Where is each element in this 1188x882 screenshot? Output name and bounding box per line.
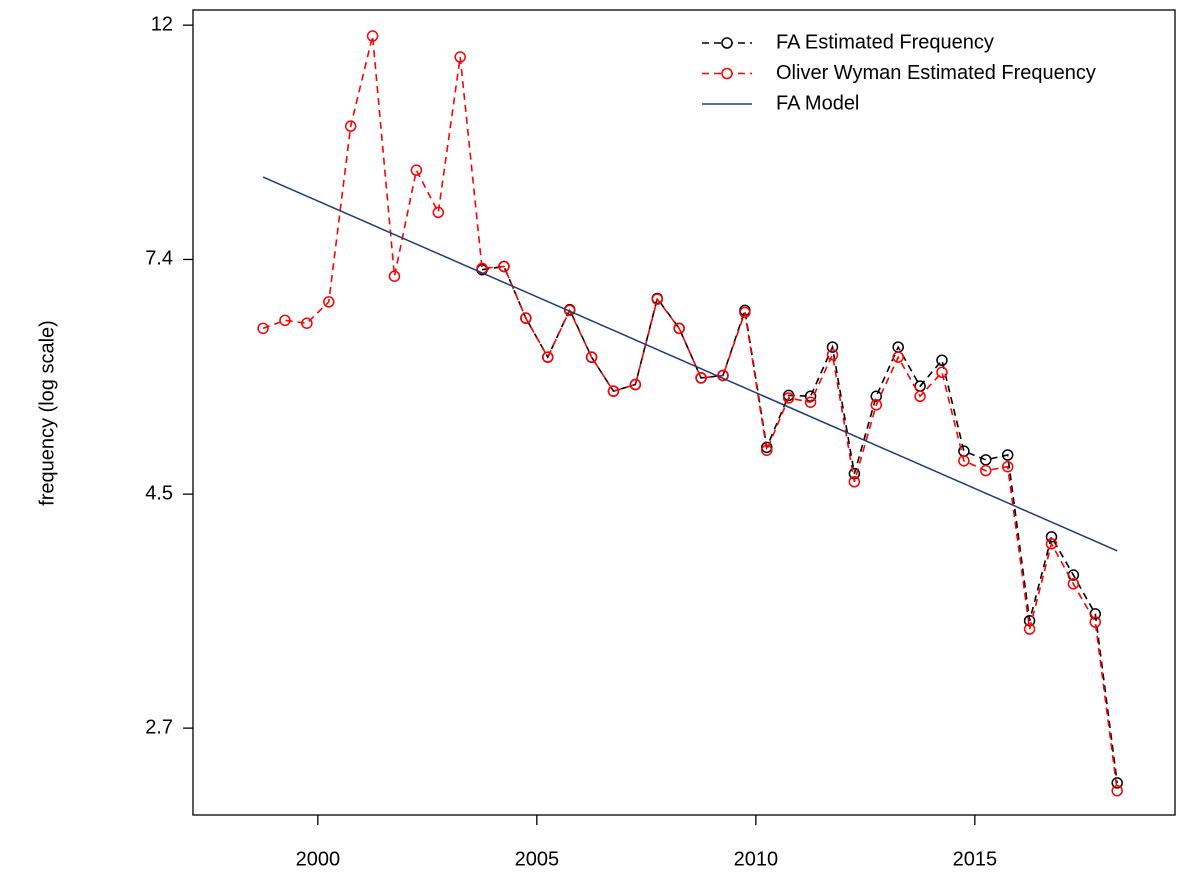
series-point	[498, 260, 510, 273]
plot-frame	[192, 9, 1176, 816]
series-point	[761, 441, 773, 454]
series-line	[262, 35, 1118, 791]
series-point	[432, 206, 445, 219]
series-point	[279, 314, 291, 327]
series-point	[673, 322, 685, 335]
series-point	[914, 390, 926, 403]
series-point	[651, 293, 664, 305]
series-point	[870, 399, 883, 411]
x-tick-label: 2000	[296, 848, 341, 870]
y-tick-label: 12	[151, 13, 173, 35]
series-line	[481, 265, 1118, 784]
series-point	[936, 366, 948, 378]
series-point	[629, 378, 642, 391]
legend-label: FA Estimated Frequency	[776, 31, 994, 53]
series-point	[520, 312, 532, 324]
series-point	[892, 351, 904, 363]
series-point	[782, 392, 795, 404]
series-line	[262, 176, 1118, 552]
series-point	[410, 164, 423, 176]
legend-label: Oliver Wyman Estimated Frequency	[776, 62, 1096, 84]
y-tick-label: 2.7	[145, 716, 173, 738]
series-point	[826, 349, 839, 361]
series-point	[958, 455, 970, 467]
legend-marker	[721, 67, 733, 80]
series-point	[870, 390, 883, 403]
y-axis-label: frequency (log scale)	[36, 320, 58, 506]
series-point	[344, 120, 357, 132]
series-point	[1045, 531, 1058, 543]
series-point	[761, 444, 773, 456]
series-point	[454, 51, 466, 63]
series-point	[1045, 538, 1058, 550]
legend-marker	[721, 37, 733, 49]
series-point	[301, 317, 313, 329]
series-point	[1023, 623, 1036, 635]
series-point	[1023, 614, 1036, 627]
series-point	[1001, 449, 1014, 461]
series-point	[323, 296, 335, 308]
x-tick-label: 2005	[515, 848, 560, 870]
series-point	[848, 475, 861, 488]
series-point	[1111, 777, 1123, 789]
series-point	[980, 454, 992, 466]
series-point	[1067, 578, 1080, 590]
series-point	[366, 30, 379, 42]
series-point	[1111, 784, 1123, 797]
series-point	[388, 270, 401, 282]
x-tick-label: 2015	[953, 848, 998, 870]
series-point	[1089, 616, 1102, 628]
series-point	[695, 372, 707, 384]
series-point	[607, 385, 620, 397]
series-point	[826, 341, 839, 353]
x-tick-label: 2010	[734, 848, 779, 870]
series-point	[936, 354, 948, 367]
series-point	[804, 396, 817, 408]
series-point	[1001, 460, 1014, 473]
series-point	[563, 304, 576, 317]
series-point	[257, 322, 269, 335]
y-tick-label: 4.5	[145, 482, 173, 504]
y-tick-label: 7.4	[145, 248, 173, 270]
series-point	[980, 464, 992, 477]
series-point	[739, 306, 751, 319]
series-point	[542, 351, 554, 363]
series-point	[585, 351, 598, 363]
legend-label: FA Model	[776, 92, 859, 114]
